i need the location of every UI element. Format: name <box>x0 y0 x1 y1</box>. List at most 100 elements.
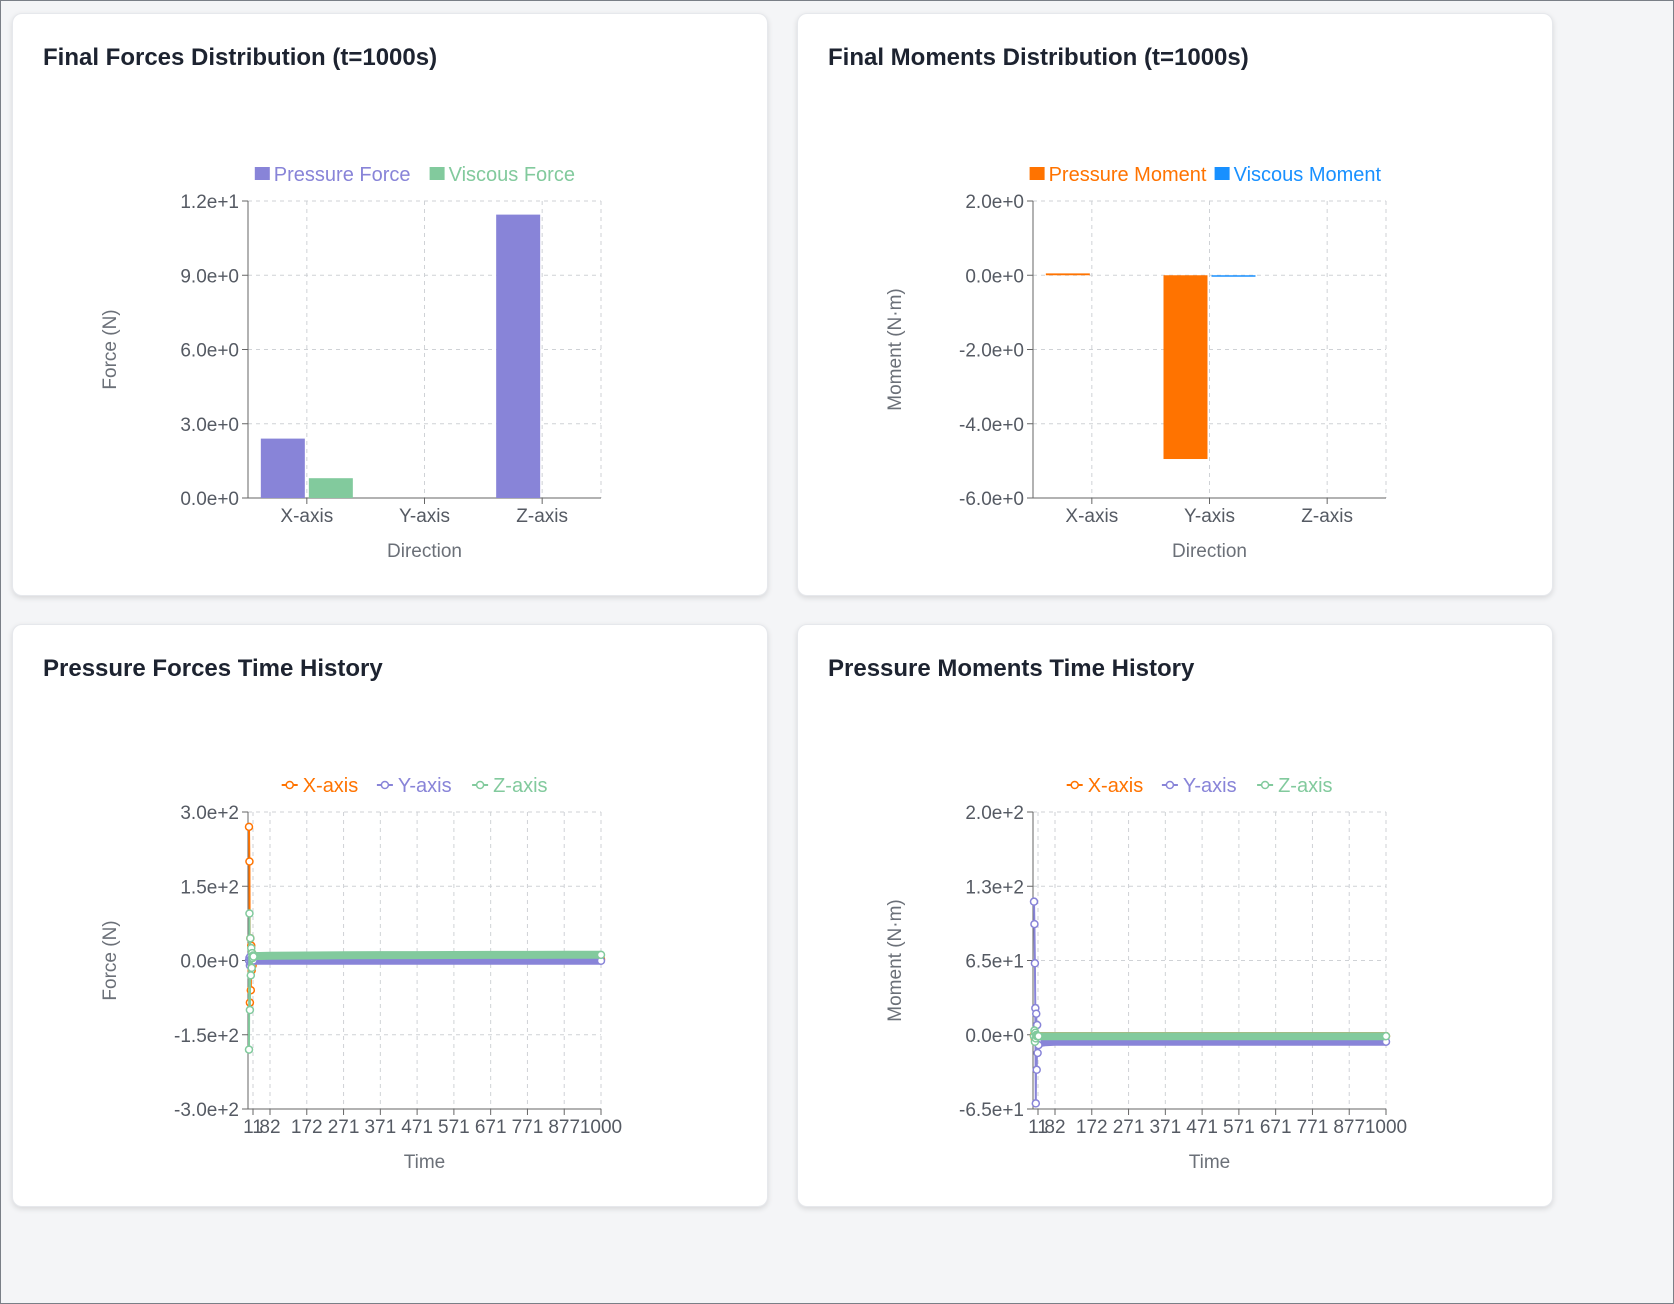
data-point <box>246 971 256 980</box>
y-tick-label: 0.0e+0 <box>965 266 1024 287</box>
y-axis-title: Moment (N·m) <box>885 288 906 410</box>
chart-title: Pressure Forces Time History <box>43 655 383 682</box>
y-tick-label: 0.0e+0 <box>180 952 239 973</box>
x-tick-label: 11 <box>1028 1117 1048 1138</box>
bar <box>1211 275 1256 277</box>
x-tick-label: 471 <box>401 1117 433 1138</box>
y-tick-label: -3.0e+2 <box>174 1100 239 1121</box>
x-tick-label: 671 <box>1260 1117 1292 1138</box>
force-history-chart: -3.0e+2 -1.5e+2 0.0e+0 1.5e+2 3.0e+2 Force (N… <box>100 775 622 1173</box>
x-tick-label: Y-axis <box>1184 506 1235 527</box>
x-tick-label: 11 <box>243 1117 263 1138</box>
legend-marker <box>1260 780 1270 790</box>
data-point <box>244 1045 254 1054</box>
chart-title: Final Forces Distribution (t=1000s) <box>43 44 438 71</box>
card-moment-history: Pressure Moments Time History -6.5e+1 0.0… <box>797 624 1553 1207</box>
y-tick-label: -6.0e+0 <box>959 489 1024 510</box>
legend-label: Pressure Force <box>274 164 411 186</box>
moment-history-chart: -6.5e+1 0.0e+0 6.5e+1 1.3e+2 2.0e+2 Moment (N… <box>885 775 1407 1173</box>
data-point <box>245 909 254 918</box>
y-axis-title: Moment (N·m) <box>885 899 906 1021</box>
y-tick-label: 1.3e+2 <box>965 877 1024 898</box>
data-point <box>245 857 254 866</box>
x-tick-label: 771 <box>512 1117 544 1138</box>
chart-title: Final Moments Distribution (t=1000s) <box>828 44 1249 71</box>
y-axis-title: Force (N) <box>100 309 121 389</box>
x-tick-label: 771 <box>1297 1117 1329 1138</box>
x-tick-label: 172 <box>1076 1117 1108 1138</box>
x-tick-label: Y-axis <box>399 506 450 527</box>
y-tick-label: 0.0e+0 <box>965 1026 1024 1047</box>
series-band <box>249 950 605 961</box>
x-tick-label: Z-axis <box>516 506 568 527</box>
legend-label: Z-axis <box>1278 775 1332 797</box>
x-tick-label: 172 <box>291 1117 323 1138</box>
y-tick-label: 1.2e+1 <box>180 192 239 213</box>
bar <box>308 478 353 498</box>
series-line <box>248 826 601 1003</box>
x-tick-label: 82 <box>259 1117 280 1138</box>
series-band <box>1034 1037 1390 1050</box>
y-tick-label: -1.5e+2 <box>174 1026 239 1047</box>
bar <box>496 214 541 499</box>
x-axis-title: Direction <box>1172 541 1247 562</box>
y-tick-label: 0.0e+0 <box>180 489 239 510</box>
card-forces: Final Forces Distribution (t=1000s) 0.0e… <box>12 13 768 596</box>
legend-marker <box>475 780 485 790</box>
x-tick-label: 1000 <box>1365 1117 1407 1138</box>
x-tick-label: 371 <box>1149 1117 1181 1138</box>
card-force-history: Pressure Forces Time History -3.0e+2 -1.5… <box>12 624 768 1207</box>
legend: Pressure Force Viscous Force <box>254 164 575 186</box>
x-tick-label: 877 <box>1333 1117 1365 1138</box>
data-point <box>1034 1031 1043 1041</box>
legend-label: X-axis <box>303 775 359 797</box>
data-point <box>596 950 606 960</box>
bar <box>1045 273 1090 276</box>
data-point <box>1031 1099 1041 1108</box>
data-point <box>247 963 256 973</box>
y-tick-label: 6.0e+0 <box>180 341 239 362</box>
data-point <box>1032 1009 1041 1018</box>
data-point <box>1030 919 1039 929</box>
legend-swatch <box>1029 167 1045 180</box>
x-tick-label: 371 <box>364 1117 396 1138</box>
legend-label: Y-axis <box>398 775 452 797</box>
y-tick-label: 3.0e+2 <box>180 803 239 824</box>
x-axis-title: Time <box>404 1152 446 1173</box>
x-tick-label: X-axis <box>1065 506 1118 527</box>
legend-label: Y-axis <box>1183 775 1237 797</box>
y-axis-title: Force (N) <box>100 920 121 1000</box>
moments-chart: -6.0e+0 -4.0e+0 -2.0e+0 0.0e+0 2.0e+0 Moment … <box>885 164 1387 562</box>
legend-marker <box>1165 780 1175 790</box>
data-point <box>1029 897 1039 906</box>
series-line <box>248 913 601 1050</box>
x-tick-label: 671 <box>475 1117 507 1138</box>
bar <box>1163 275 1208 460</box>
y-tick-label: 3.0e+0 <box>180 415 239 436</box>
legend-label: Viscous Moment <box>1234 164 1382 186</box>
legend-marker <box>380 780 390 790</box>
y-tick-label: 1.5e+2 <box>180 877 239 898</box>
x-tick-label: 877 <box>548 1117 580 1138</box>
series-line <box>1033 901 1387 1104</box>
data-point <box>1032 1065 1041 1075</box>
x-tick-label: 82 <box>1044 1117 1065 1138</box>
data-point <box>246 933 255 943</box>
legend-swatch <box>254 167 270 180</box>
legend: X-axis Y-axis Z-axis <box>1066 775 1333 797</box>
legend-marker <box>285 780 294 790</box>
y-tick-label: 2.0e+0 <box>965 192 1024 213</box>
y-tick-label: -4.0e+0 <box>959 415 1024 436</box>
bar <box>260 438 305 498</box>
x-tick-label: 571 <box>438 1117 470 1138</box>
data-point <box>245 1005 255 1015</box>
y-tick-label: 9.0e+0 <box>180 266 239 287</box>
data-point <box>249 952 258 961</box>
data-point <box>1033 1048 1042 1058</box>
x-tick-label: X-axis <box>280 506 333 527</box>
legend-label: Z-axis <box>493 775 547 797</box>
chart-title: Pressure Moments Time History <box>828 655 1195 682</box>
x-tick-label: 271 <box>328 1117 360 1138</box>
legend-label: Pressure Moment <box>1049 164 1207 186</box>
data-point <box>244 822 254 832</box>
